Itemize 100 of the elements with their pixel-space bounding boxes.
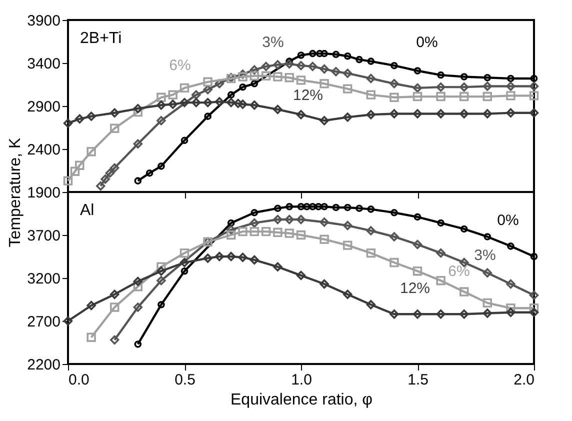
point [261, 71, 271, 81]
point [332, 50, 340, 58]
point [320, 116, 329, 126]
series-label: 6% [448, 263, 470, 280]
point [273, 60, 282, 70]
x-tick-label: 0.5 [174, 372, 196, 388]
x-tick-label: 1.5 [408, 372, 428, 388]
x-tick-label: 0.0 [68, 372, 90, 388]
point [180, 136, 188, 144]
x-axis-title: Equivalence ratio, φ [230, 392, 373, 408]
point [390, 79, 399, 88]
point [238, 100, 248, 109]
point [309, 50, 316, 58]
point [133, 104, 143, 114]
point [414, 67, 422, 74]
point [203, 77, 212, 87]
point [156, 116, 166, 126]
point [296, 60, 306, 70]
point [146, 169, 154, 177]
point [342, 112, 352, 122]
point [506, 108, 516, 118]
point [460, 73, 468, 80]
point [436, 109, 446, 118]
point [227, 91, 235, 98]
point [203, 98, 212, 108]
annotation: Al [80, 202, 94, 219]
point [250, 100, 260, 110]
point [342, 68, 352, 78]
point [133, 139, 143, 148]
x-tick-label: 1.0 [291, 372, 312, 388]
point [482, 82, 492, 91]
y-tick-label: 3400 [27, 56, 60, 72]
point [180, 83, 190, 93]
point [367, 58, 375, 65]
point [296, 76, 306, 85]
point [459, 92, 469, 102]
series-label: 3% [262, 34, 284, 51]
point [86, 112, 96, 121]
point [459, 109, 469, 118]
point [297, 52, 305, 59]
point [214, 97, 224, 106]
point [320, 79, 329, 88]
point [412, 83, 422, 93]
series-label: 0% [497, 212, 519, 229]
point [390, 62, 398, 70]
point [214, 79, 224, 88]
point [482, 109, 492, 118]
point [331, 66, 341, 76]
point [250, 71, 260, 81]
point [529, 108, 539, 118]
point [156, 100, 166, 110]
point [100, 174, 110, 184]
series-label: 12% [400, 280, 430, 297]
point [436, 92, 446, 102]
y-tick-label: 2900 [27, 98, 60, 116]
point [366, 74, 376, 84]
point [63, 176, 73, 186]
point [366, 110, 376, 120]
point [250, 65, 260, 74]
point [284, 73, 294, 82]
y-tick-label: 3900 [27, 12, 60, 30]
y-tick-label: 3700 [27, 228, 60, 244]
point [168, 90, 178, 100]
series-label: 12% [292, 87, 324, 104]
series-label: 6% [169, 57, 191, 74]
y-tick-label: 2700 [27, 314, 60, 330]
y-tick-label: 3200 [27, 270, 60, 288]
point [110, 163, 120, 173]
point [484, 74, 492, 82]
point [238, 72, 248, 82]
point [110, 108, 120, 118]
x-tick-label: 2.0 [514, 372, 534, 388]
point [273, 72, 282, 82]
y-tick-label: 2400 [27, 142, 60, 158]
point [390, 92, 399, 102]
point [226, 98, 236, 108]
point [63, 118, 73, 128]
point [284, 59, 294, 68]
point [390, 109, 399, 118]
point [459, 82, 469, 92]
point [204, 112, 212, 120]
point [529, 82, 539, 91]
point [342, 84, 352, 94]
y-axis-title: Temperature, K [7, 137, 24, 248]
point [412, 92, 422, 102]
point [529, 91, 539, 100]
point [308, 62, 318, 72]
point [180, 98, 190, 108]
point [320, 64, 329, 74]
point [296, 110, 306, 120]
point [436, 82, 446, 92]
series-label: 3% [474, 247, 496, 264]
point [507, 74, 514, 82]
point [86, 146, 96, 156]
point [96, 181, 106, 191]
point [412, 109, 422, 118]
point [366, 90, 376, 100]
point [203, 85, 212, 94]
point [250, 80, 258, 88]
point [105, 168, 115, 178]
